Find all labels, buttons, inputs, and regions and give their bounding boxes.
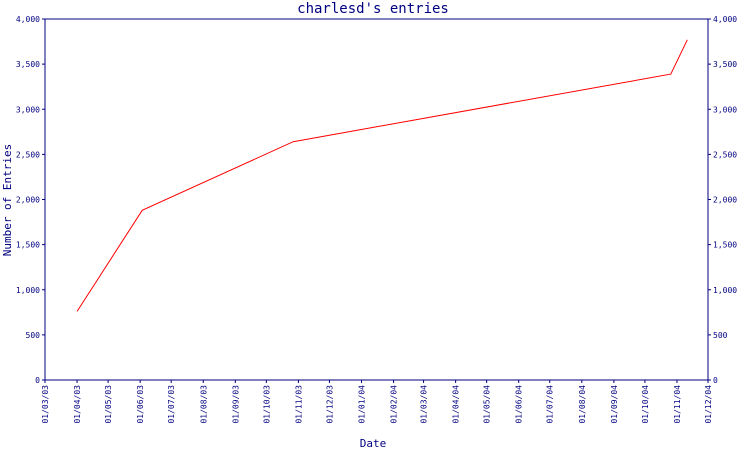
x-tick-label: 01/08/03 [199,385,208,424]
x-tick-label: 01/02/04 [390,385,399,424]
y-tick-label-left: 0 [35,376,40,385]
series-line [76,39,688,312]
x-tick-label: 01/11/04 [673,385,682,424]
x-tick-label: 01/06/04 [515,385,524,424]
y-tick-label-right: 1,500 [713,241,737,250]
y-tick-label-left: 1,500 [16,241,40,250]
x-tick-label: 01/07/03 [167,385,176,424]
y-ticks-right: 0 500 1,000 1,500 2,000 2,500 3,000 3,500 4,000 [708,15,737,385]
x-tick-label: 01/12/04 [704,385,713,424]
x-axis-label: Date [360,437,387,450]
y-tick-label-left: 1,000 [16,286,40,295]
x-tick-label: 01/12/03 [325,385,334,424]
x-tick-label: 01/07/04 [546,385,555,424]
y-tick-label-right: 0 [713,376,718,385]
chart-title: charlesd's entries [297,1,449,17]
x-tick-label: 01/10/04 [641,385,650,424]
x-tick-label: 01/05/03 [104,385,113,424]
y-tick-label-left: 2,500 [16,150,40,159]
x-tick-label: 01/10/03 [262,385,271,424]
y-tick-label-right: 4,000 [713,15,737,24]
y-tick-label-left: 500 [26,331,41,340]
x-tick-label: 01/06/03 [136,385,145,424]
y-tick-label-right: 3,500 [713,60,737,69]
y-tick-label-right: 3,000 [713,105,737,114]
x-tick-label: 01/03/04 [420,385,429,424]
y-tick-label-right: 2,000 [713,196,737,205]
y-tick-label-left: 3,500 [16,60,40,69]
y-tick-label-right: 2,500 [713,150,737,159]
x-tick-label: 01/01/04 [358,385,367,424]
x-tick-label: 01/08/04 [578,385,587,424]
x-tick-label: 01/09/03 [231,385,240,424]
y-tick-label-left: 3,000 [16,105,40,114]
y-tick-label-right: 500 [713,331,728,340]
x-tick-label: 01/11/03 [294,385,303,424]
series-layer [76,39,688,312]
x-tick-label: 01/03/03 [41,385,50,424]
y-ticks-left: 0 500 1,000 1,500 2,000 2,500 3,000 3,500 4,000 [16,15,45,385]
x-ticks: 01/03/03 01/04/03 01/05/03 01/06/03 01/07/03… [41,380,713,424]
plot-area [44,18,709,381]
x-tick-label: 01/04/03 [73,385,82,424]
y-tick-label-right: 1,000 [713,286,737,295]
y-tick-label-left: 2,000 [16,196,40,205]
x-tick-label: 01/04/04 [452,385,461,424]
x-tick-label: 01/05/04 [483,385,492,424]
y-axis-label: Number of Entries [1,144,14,257]
y-tick-label-left: 4,000 [16,15,40,24]
x-tick-label: 01/09/04 [610,385,619,424]
